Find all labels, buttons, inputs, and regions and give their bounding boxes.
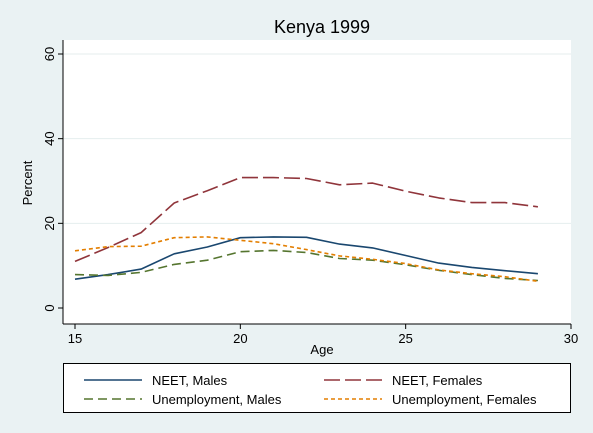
- x-tick-label: 20: [233, 331, 247, 346]
- y-tick-label: 20: [42, 216, 57, 230]
- legend-label: NEET, Females: [392, 372, 483, 388]
- legend-label: NEET, Males: [152, 372, 228, 388]
- x-tick-label: 15: [68, 331, 82, 346]
- plot-area: [63, 40, 571, 324]
- x-axis-label: Age: [310, 342, 333, 357]
- x-tick-label: 30: [564, 331, 578, 346]
- grid-lines: [63, 53, 571, 224]
- legend-label: Unemployment, Males: [152, 391, 282, 407]
- legend: NEET, Males NEET, Females Unemployment, …: [63, 363, 571, 413]
- legend-item-neet-females: NEET, Females: [324, 372, 482, 388]
- x-tick-label: 25: [398, 331, 412, 346]
- series-line-1: [74, 176, 539, 263]
- legend-swatch-neet-females: [324, 379, 382, 381]
- legend-item-unemployment-females: Unemployment, Females: [324, 391, 537, 407]
- legend-swatch-neet-males: [84, 379, 142, 381]
- chart-title: Kenya 1999: [274, 17, 370, 37]
- legend-item-neet-males: NEET, Males: [84, 372, 227, 388]
- legend-item-unemployment-males: Unemployment, Males: [84, 391, 281, 407]
- y-tick-label: 60: [42, 47, 57, 61]
- legend-swatch-unemployment-males: [84, 398, 142, 400]
- series-line-2: [74, 249, 538, 282]
- legend-label: Unemployment, Females: [392, 391, 537, 407]
- series-lines: [74, 176, 539, 283]
- series-line-3: [74, 236, 539, 283]
- legend-swatch-unemployment-females: [324, 398, 382, 400]
- y-tick-label: 40: [42, 131, 57, 145]
- y-axis-label: Percent: [20, 160, 35, 205]
- axes: 0 20 40 60 15 20 25 30: [42, 40, 578, 346]
- series-line-0: [74, 236, 538, 280]
- y-tick-label: 0: [42, 304, 57, 311]
